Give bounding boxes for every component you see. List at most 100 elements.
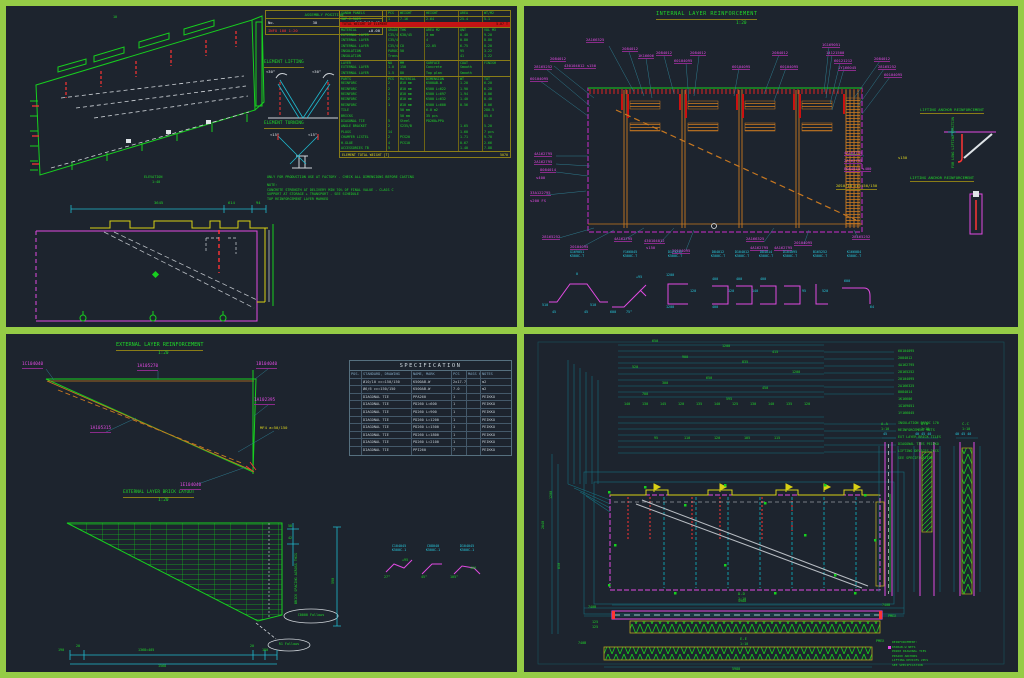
turning-diagram-title: ELEMENT TURNING [264,121,304,129]
dim-value: 110 [684,436,691,440]
dim-value: +95 [402,558,409,562]
table-footer-note: ONLY FOR PRODUCTION USE AT FACTORY - CHE… [267,175,414,179]
legend-block: REINFORCEMENT: K500AB-W NETS PD260 DIAGONA… [892,640,928,668]
table-row: REINFORC 1 Ø10 mm K500 L=600 0.56 8.06 [340,102,510,109]
dim-value: 590 [331,577,335,584]
view-label: ELEVATION [144,175,163,179]
parts-rows: REINFORC 2 Ø10 mm K500AB-W 1.20 6.20 REINFORC 2… [340,81,510,152]
legend-line: PD260 DIAGONAL TIES [892,649,927,654]
table-row: REINFORC 1 Ø10 mm K500 L=697 1.94 8.06 [340,92,510,98]
legend-line: REINFORCEMENT: [892,640,918,644]
rebar-label: 20104095 [794,240,813,247]
sheet-top-left: 10 ELEVATION 1:40 3645 614 94 ELEMENT LI… [6,6,517,327]
rebar-label: 60104095 [780,64,799,71]
bar-mark: D121212 K500C-T [667,250,683,258]
rebar-label: 2084012 [874,56,891,63]
dim-value: 45° [421,575,428,579]
part-description: REINFORCEMENT NETS [898,427,935,432]
dim-value: 510 [590,303,597,307]
bar-mark: C104045 K500C-1 [391,544,407,552]
dim-value: 42 [288,536,293,540]
rebar-label: 2084012 [690,50,707,57]
rebar-label: 28165252 [878,64,897,71]
dim-value: 450 [762,386,769,390]
support-markers [79,311,227,322]
dim-value: 120 [690,289,697,293]
section-dims: 40 45 40 [955,432,972,436]
section-B [913,437,941,596]
mesh-label: 1A105270 [137,364,159,371]
table-header: PARTS PCS MATERIAL DIMENSION WT TOT [340,75,510,82]
dim-value: 120 [804,402,811,406]
dim-value: 400 [736,277,743,281]
total-weight-row: TOTAL WEIGHT OF ELEMENT 5.07 T [340,21,510,28]
dim-value: 650 [652,339,659,343]
rebar-label: 4A162795 [614,236,633,243]
panel-elevation [587,87,863,233]
legend-bullet [888,646,891,649]
table-row: Ø10/10 cc=150/150 K500AB-W 2x17.7 m2 [350,378,511,387]
rebar-label: 2A162795 [844,158,863,165]
part-code: 28165252 [898,369,915,374]
brick-shape-details [385,559,481,575]
section-title: B-B [921,421,928,426]
rebar-label: 2A166325 [586,37,605,44]
table-row: TILE 50 mm 6.0 m2 280.5 [340,108,510,114]
panel-isometric-and-plan-drawing [30,15,338,322]
rebar-label: 20104095 [672,248,691,255]
right-label-column-long: INSULATION PAROC 170 REINFORCEMENT NETS EX… [898,420,941,461]
rebar-label: 60104095 [674,58,693,65]
bar-mark: D84012 K500C-T [710,250,726,258]
leader-lines [45,368,275,485]
part-code: 4A162795 [898,362,915,367]
dim-value: +95 [636,275,643,279]
part-code: 8084014 [898,390,913,395]
rebar-label: 8084014 [540,167,557,174]
dim-value: 64 [870,305,875,309]
section-title: E-E [740,636,747,641]
rebar-label: 4A162795 [534,151,553,158]
iso-markers [126,120,211,143]
section-scale: 1:10 [740,642,749,646]
section-dims: 45 [883,432,888,436]
table-row: DIAGONAL TIE 5 Steel PD260+PPA [340,119,510,125]
part-code: 20104095 [898,376,915,381]
angle-label: <30° [312,69,322,74]
part-code: 1Y166045 [898,411,915,416]
section-D [611,604,883,634]
panel-elevation [608,483,891,595]
dim-value: 130 [750,402,757,406]
rebar-label: 20104095 [570,244,589,251]
dim-value: 130 [642,402,649,406]
dim-value: 595 [726,397,733,401]
table-row: ACCESSORIES TB 5 1.40 7.88 [340,145,510,152]
bar-mark: D104012 K500C-T [734,250,750,258]
dim-value: 600 [844,279,851,283]
section-dims: 40 45 40 [915,432,932,436]
dim-value: 650 [706,376,713,380]
dim-value: 45 [552,310,557,314]
dim-value: 1200 [666,273,675,277]
legend-line: PPA260 ANCHORS [892,653,918,658]
dim-value: 95 [802,289,807,293]
iso-hidden-lines [50,75,250,169]
table-row: DIAGONAL TIE PD260 L=1800 1 PEIKKO [350,431,511,440]
table-row: ANGLE BRACKET 2 S235/B 1.65 5.20 [340,124,510,130]
dim-value: 75° [626,310,633,314]
legend-line: SEE SPECIFICATION [892,662,923,667]
table-row: BRICKS 50 mm 35 pcs 85.6 [340,113,510,120]
dim-value: 1200 [549,490,553,499]
rebar-label: 60104095 [530,76,549,83]
rebar-label: 2084012 [622,46,639,53]
section-E [603,646,873,668]
rebar-label: 28165252 [542,234,561,241]
dim-value: 5980 [732,667,741,671]
rebar-label: 60104095 [732,64,751,71]
dim-value: 105° [450,575,459,579]
dimension-lines [69,523,341,665]
dim-value: 45 [584,310,589,314]
